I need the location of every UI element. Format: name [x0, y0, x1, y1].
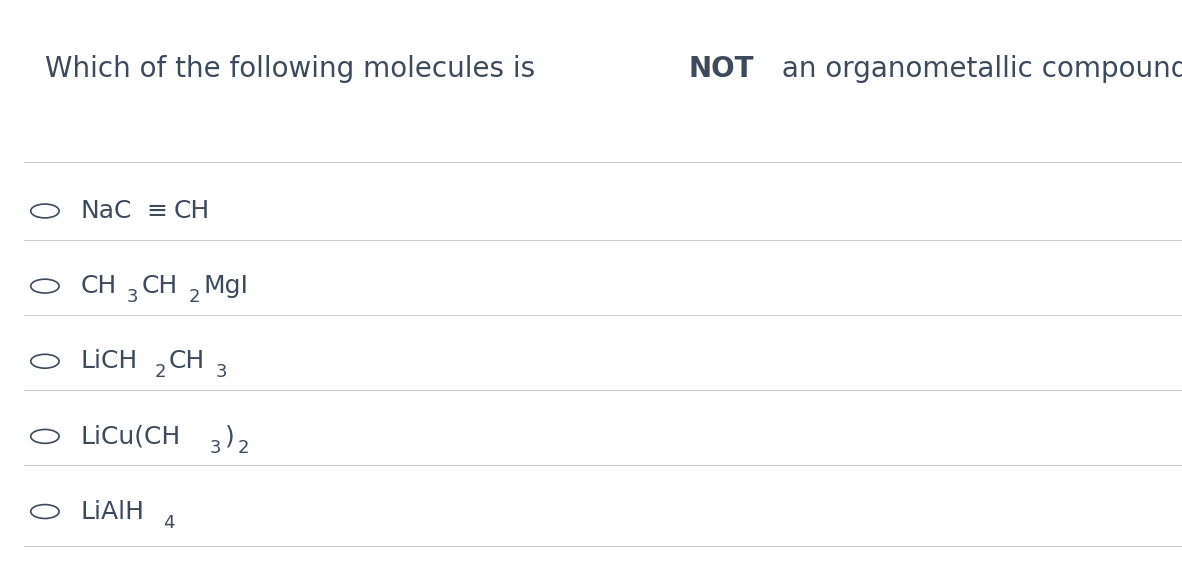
- Text: CH: CH: [142, 274, 178, 298]
- Text: NOT: NOT: [689, 55, 754, 83]
- Text: 2: 2: [154, 364, 165, 381]
- Text: CH: CH: [174, 199, 210, 223]
- Text: LiCH: LiCH: [80, 349, 137, 373]
- Text: 2: 2: [189, 288, 200, 306]
- Text: ≡: ≡: [147, 199, 168, 223]
- Text: 3: 3: [216, 364, 227, 381]
- Text: 3: 3: [209, 439, 221, 457]
- Text: 4: 4: [163, 514, 175, 532]
- Text: MgI: MgI: [203, 274, 248, 298]
- Text: Which of the following molecules is: Which of the following molecules is: [45, 55, 544, 83]
- Text: an organometallic compound?: an organometallic compound?: [773, 55, 1182, 83]
- Text: 3: 3: [128, 288, 138, 306]
- Text: 2: 2: [238, 439, 248, 457]
- Text: NaC: NaC: [80, 199, 131, 223]
- Text: LiCu(CH: LiCu(CH: [80, 424, 181, 449]
- Text: ): ): [225, 424, 234, 449]
- Text: CH: CH: [169, 349, 206, 373]
- Text: LiAlH: LiAlH: [80, 499, 144, 524]
- Text: CH: CH: [80, 274, 117, 298]
